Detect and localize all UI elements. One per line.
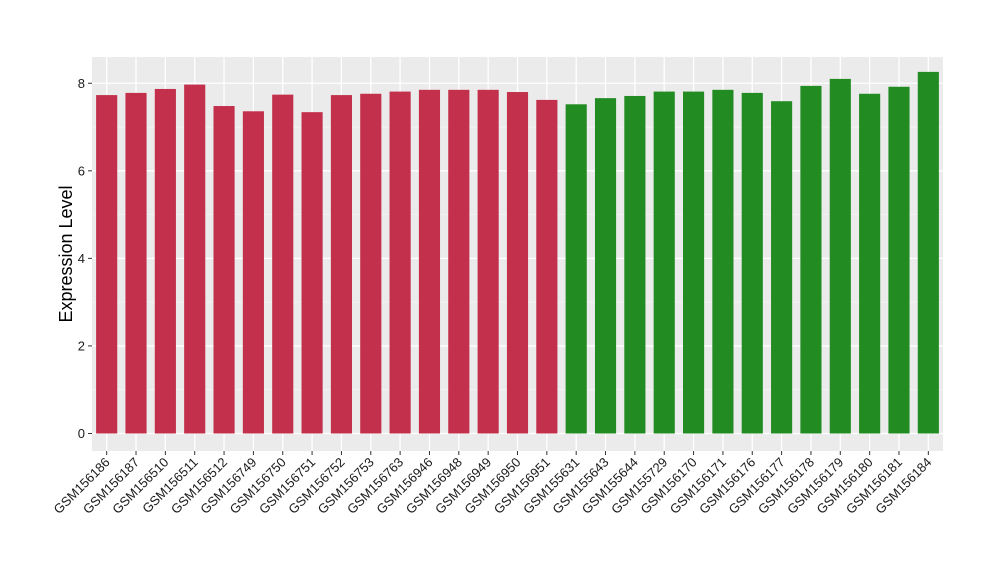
y-tick-label: 2 [78,338,85,353]
bar-GSM156178 [800,85,822,434]
bars [96,71,939,434]
bar-GSM155643 [594,98,617,434]
bar-GSM156187 [125,92,147,434]
bar-GSM156177 [771,101,793,434]
bar-GSM156181 [888,86,910,434]
bar-GSM156176 [741,92,763,434]
bar-GSM156170 [683,91,705,434]
y-tick-label: 6 [78,163,85,178]
bar-GSM156950 [506,92,529,434]
bar-GSM156171 [712,89,734,434]
bar-GSM156511 [184,84,206,434]
bar-GSM156752 [330,95,352,434]
bar-GSM155729 [653,91,675,434]
bar-GSM156763 [389,91,411,434]
bar-GSM156946 [418,89,441,434]
bar-GSM155631 [565,104,587,434]
bar-GSM156180 [859,93,881,434]
bar-GSM156749 [242,111,264,434]
y-axis: 0 2 4 6 8 [78,76,92,441]
y-tick-label: 0 [78,426,85,441]
x-axis: GSM156186GSM156187GSM156510GSM156511GSM1… [51,451,934,517]
bar-GSM156753 [360,93,382,434]
bar-GSM156751 [301,112,323,434]
bar-GSM155644 [624,95,646,434]
bar-GSM156179 [829,78,851,434]
bar-GSM156948 [448,89,470,434]
bar-GSM156949 [477,89,499,434]
y-tick-label: 4 [78,251,85,266]
y-axis-title: Expression Level [56,185,76,322]
bar-GSM156186 [96,95,118,434]
y-tick-label: 8 [78,76,85,91]
bar-GSM156510 [154,88,176,434]
bar-GSM156512 [213,106,235,434]
bar-GSM156750 [272,94,294,434]
bar-GSM156951 [536,99,558,434]
bar-GSM156184 [917,71,939,434]
